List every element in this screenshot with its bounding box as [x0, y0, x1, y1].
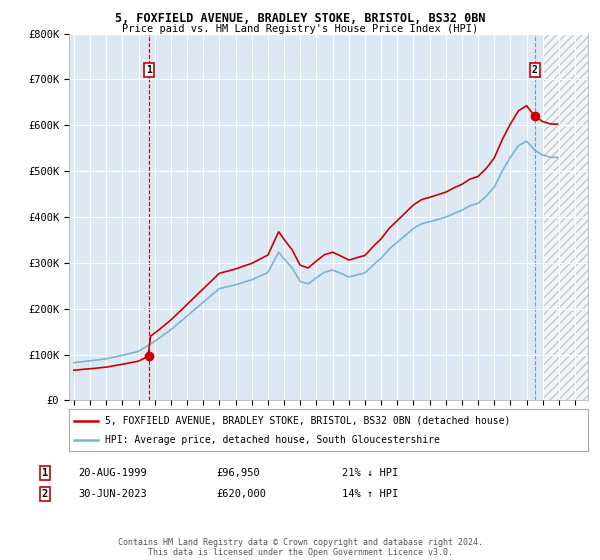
Text: 5, FOXFIELD AVENUE, BRADLEY STOKE, BRISTOL, BS32 0BN (detached house): 5, FOXFIELD AVENUE, BRADLEY STOKE, BRIST…	[106, 416, 511, 426]
Text: HPI: Average price, detached house, South Gloucestershire: HPI: Average price, detached house, Sout…	[106, 435, 440, 445]
Text: Price paid vs. HM Land Registry's House Price Index (HPI): Price paid vs. HM Land Registry's House …	[122, 24, 478, 34]
Text: £620,000: £620,000	[216, 489, 266, 499]
Text: 2: 2	[42, 489, 48, 499]
Text: 1: 1	[42, 468, 48, 478]
Text: 21% ↓ HPI: 21% ↓ HPI	[342, 468, 398, 478]
Text: 1: 1	[146, 66, 152, 75]
Text: 5, FOXFIELD AVENUE, BRADLEY STOKE, BRISTOL, BS32 0BN: 5, FOXFIELD AVENUE, BRADLEY STOKE, BRIST…	[115, 12, 485, 25]
Text: £96,950: £96,950	[216, 468, 260, 478]
Text: Contains HM Land Registry data © Crown copyright and database right 2024.
This d: Contains HM Land Registry data © Crown c…	[118, 538, 482, 557]
Text: 2: 2	[532, 66, 538, 75]
Text: 20-AUG-1999: 20-AUG-1999	[78, 468, 147, 478]
Text: 14% ↑ HPI: 14% ↑ HPI	[342, 489, 398, 499]
Text: 30-JUN-2023: 30-JUN-2023	[78, 489, 147, 499]
Bar	[543, 34, 588, 400]
